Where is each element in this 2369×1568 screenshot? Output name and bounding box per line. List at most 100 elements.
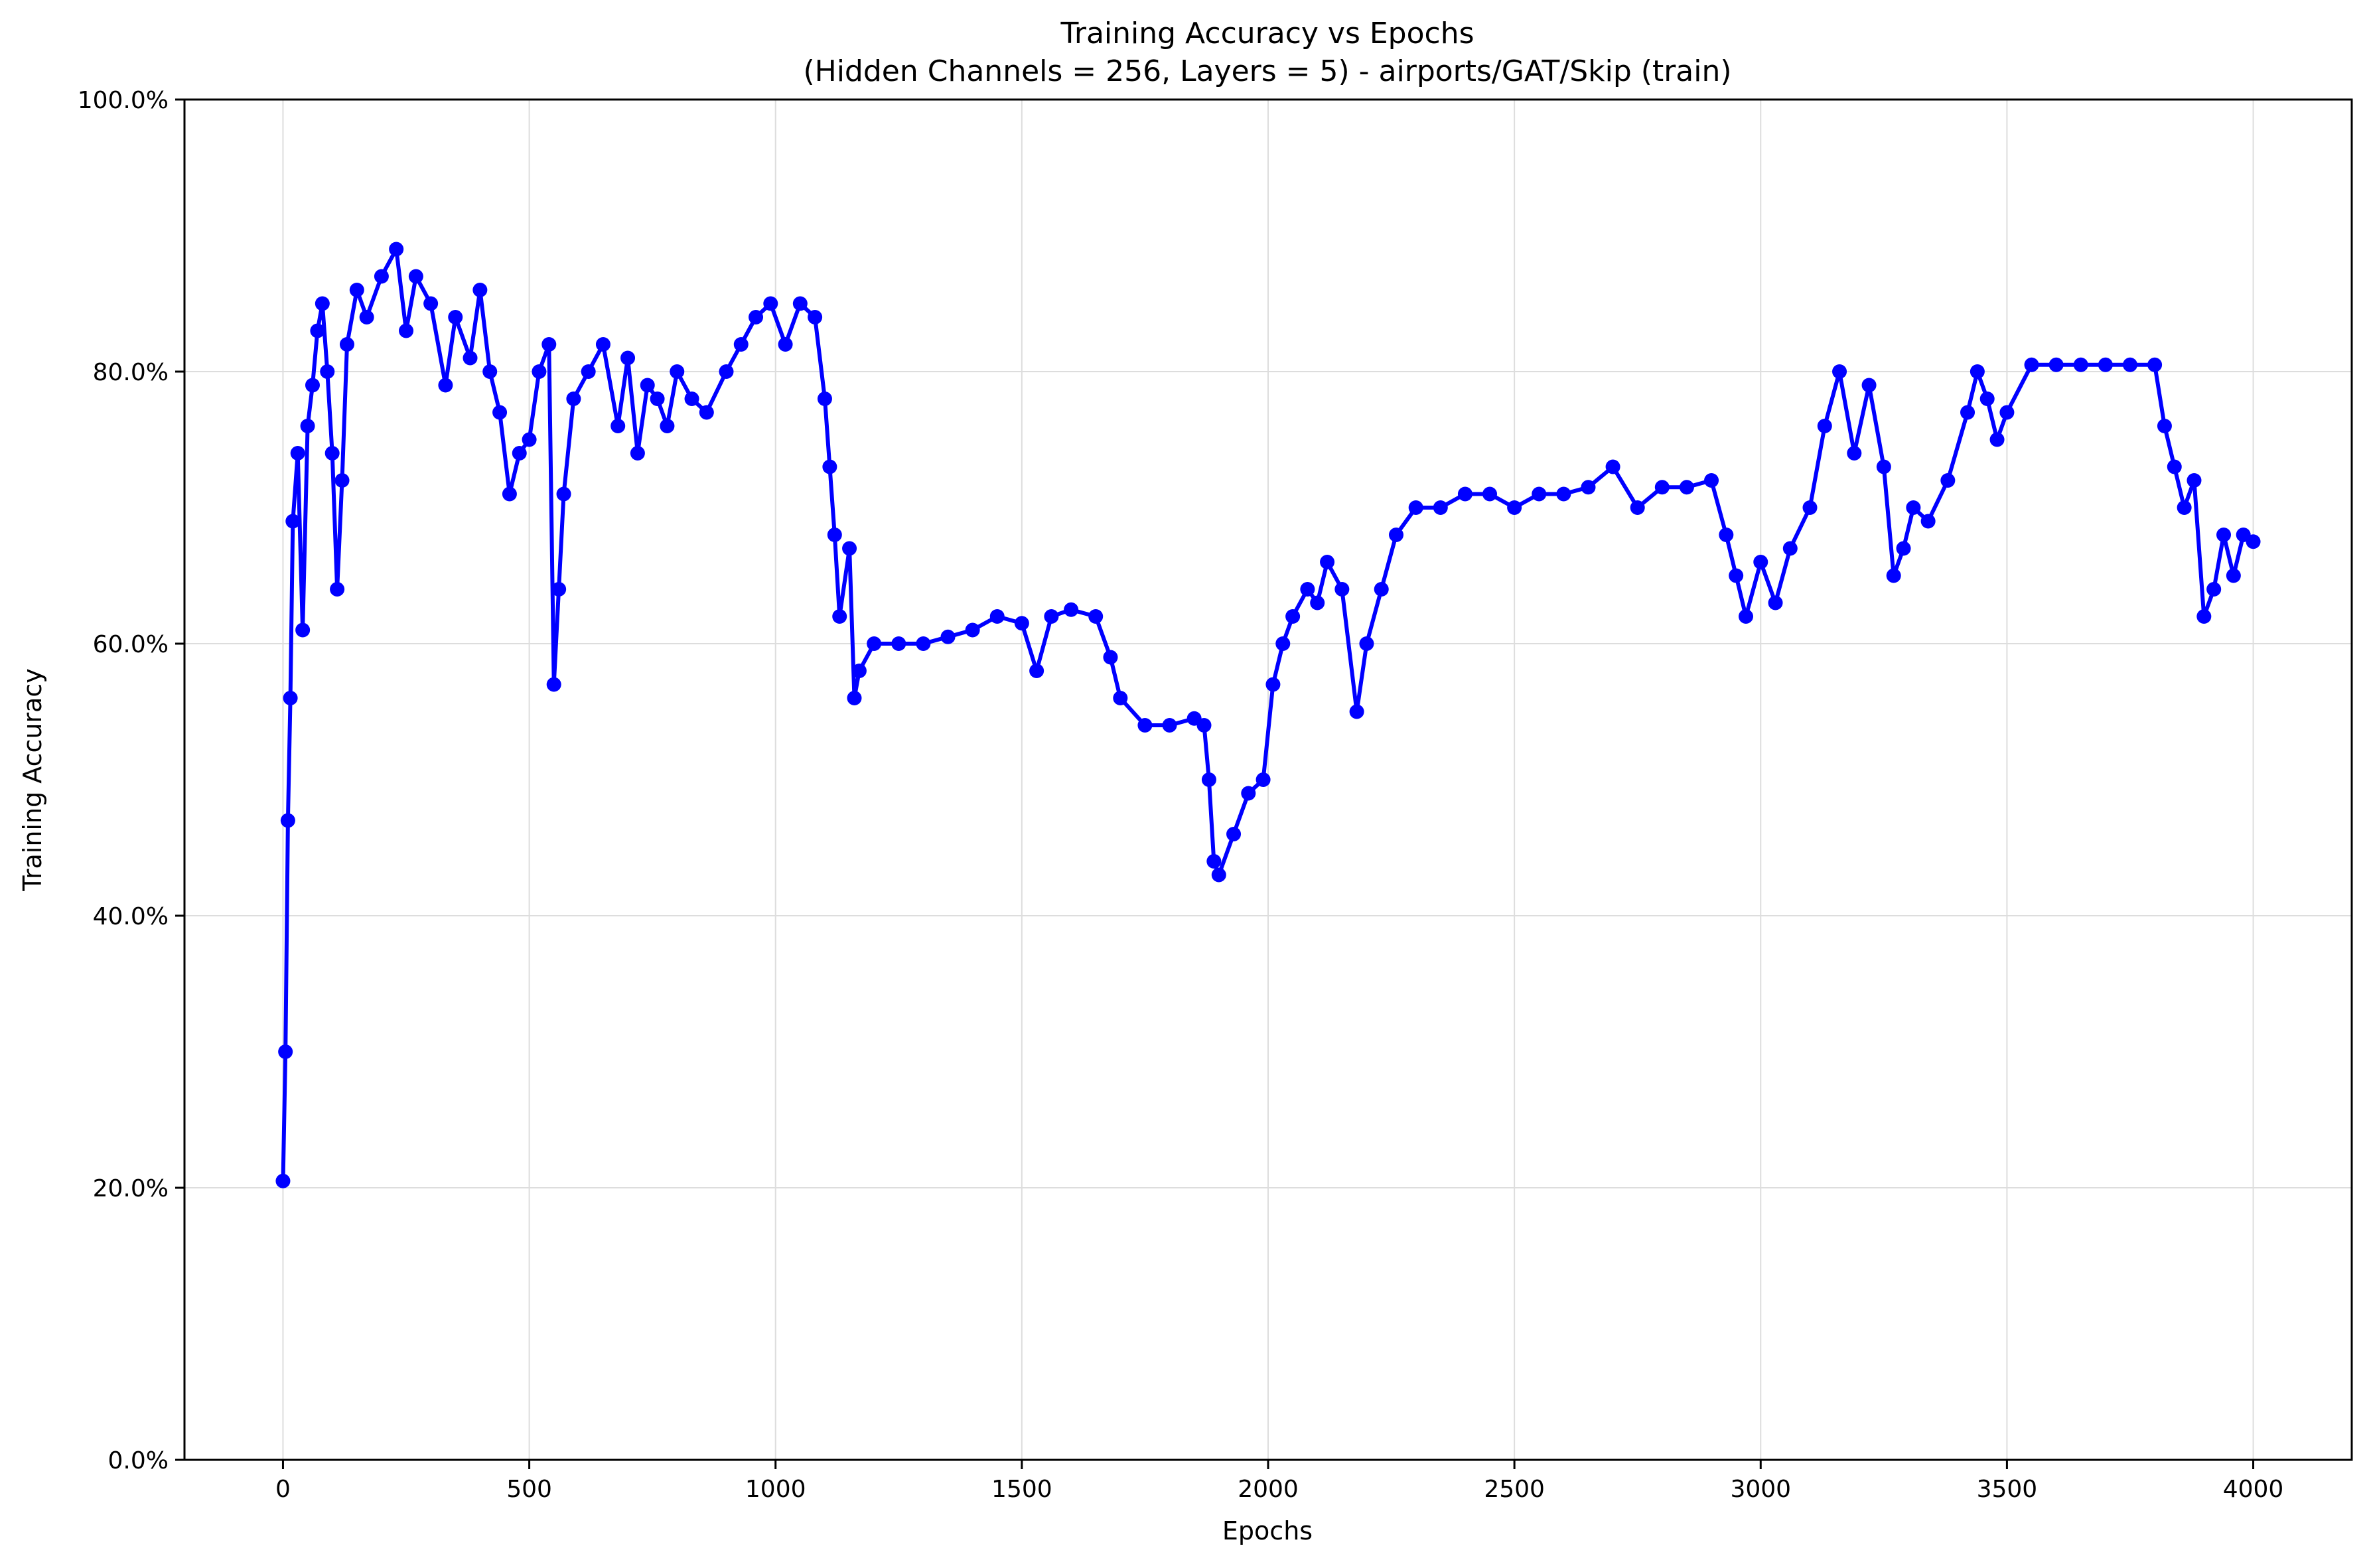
data-point: [792, 296, 808, 311]
data-point: [408, 269, 423, 284]
data-point: [1989, 432, 2005, 447]
data-point: [2147, 357, 2163, 372]
data-point: [2098, 357, 2113, 372]
data-point: [989, 609, 1005, 624]
data-point: [532, 364, 547, 379]
data-point: [566, 392, 581, 406]
data-point: [556, 486, 571, 502]
data-point: [851, 664, 867, 678]
data-point: [472, 283, 488, 297]
data-point: [315, 296, 330, 311]
chart-subtitle: (Hidden Channels = 256, Layers = 5) - ai…: [803, 54, 1731, 88]
data-point: [551, 582, 567, 597]
data-point: [1310, 595, 1325, 610]
data-point: [1275, 636, 1291, 651]
data-point: [763, 296, 778, 311]
data-point: [482, 364, 498, 379]
data-point: [541, 337, 557, 352]
data-point: [719, 364, 734, 379]
data-point: [1265, 677, 1281, 692]
data-point: [1532, 486, 1547, 502]
data-point: [295, 622, 311, 638]
data-point: [822, 459, 837, 474]
data-point: [310, 323, 325, 338]
data-point: [749, 310, 764, 324]
data-point: [650, 392, 665, 406]
x-tick-label: 4000: [2223, 1476, 2284, 1503]
data-point: [330, 582, 345, 597]
data-point: [2167, 459, 2182, 474]
y-axis-label: Training Accuracy: [18, 668, 47, 892]
data-point: [1739, 609, 1754, 624]
data-point: [2196, 609, 2212, 624]
data-point: [1226, 827, 1242, 841]
data-point: [280, 813, 295, 828]
data-point: [349, 283, 364, 297]
x-axis-label: Epochs: [1222, 1516, 1313, 1545]
data-point: [1768, 595, 1783, 610]
data-point: [320, 364, 335, 379]
data-point: [2048, 357, 2064, 372]
data-point: [2226, 568, 2241, 583]
data-point: [1064, 602, 1079, 617]
data-point: [1896, 541, 1911, 556]
data-point: [684, 392, 699, 406]
data-point: [1630, 500, 1645, 515]
data-point: [916, 636, 931, 651]
data-point: [1285, 609, 1301, 624]
data-point: [867, 636, 882, 651]
series-line: [281, 247, 2255, 1181]
data-point: [359, 310, 374, 324]
data-point: [324, 446, 340, 461]
x-tick-label: 2500: [1484, 1476, 1545, 1503]
data-point: [1556, 486, 1571, 502]
data-point: [827, 528, 842, 542]
data-point: [2206, 582, 2222, 597]
data-point: [581, 364, 596, 379]
data-point: [1137, 718, 1153, 733]
data-point: [630, 446, 645, 461]
data-point: [283, 691, 298, 705]
data-point: [699, 405, 714, 420]
data-point: [448, 310, 463, 324]
data-point: [832, 609, 847, 624]
data-point: [2122, 357, 2137, 372]
data-point: [1103, 650, 1118, 665]
data-point: [502, 486, 517, 502]
data-point: [1605, 459, 1620, 474]
data-point: [1349, 704, 1364, 719]
data-point: [1044, 609, 1059, 624]
x-tick-label: 1500: [991, 1476, 1052, 1503]
data-point: [492, 405, 508, 420]
data-point: [1704, 473, 1719, 488]
data-point: [1886, 568, 1901, 583]
data-point: [1979, 392, 1995, 406]
data-point: [965, 622, 980, 638]
data-point: [1206, 854, 1222, 869]
data-point: [620, 350, 636, 366]
data-point: [399, 323, 414, 338]
data-point: [1408, 500, 1423, 515]
y-tick-label: 60.0%: [93, 631, 169, 658]
data-point: [1334, 582, 1350, 597]
data-point: [1782, 541, 1798, 556]
data-point: [546, 677, 561, 692]
data-point: [1729, 568, 1744, 583]
data-point: [1719, 528, 1734, 542]
data-point: [1960, 405, 1975, 420]
data-point: [1753, 555, 1768, 569]
data-point: [2216, 528, 2232, 542]
data-point: [1847, 446, 1862, 461]
x-tick-label: 500: [506, 1476, 552, 1503]
chart-title: Training Accuracy vs Epochs: [1060, 17, 1474, 50]
x-tick-label: 2000: [1238, 1476, 1299, 1503]
data-point: [275, 1173, 291, 1188]
data-point: [610, 419, 626, 433]
data-point: [847, 691, 862, 705]
data-point: [2187, 473, 2202, 488]
data-point: [1388, 528, 1403, 542]
data-point: [423, 296, 439, 311]
x-tick-label: 1000: [745, 1476, 806, 1503]
data-point: [1241, 786, 1256, 801]
